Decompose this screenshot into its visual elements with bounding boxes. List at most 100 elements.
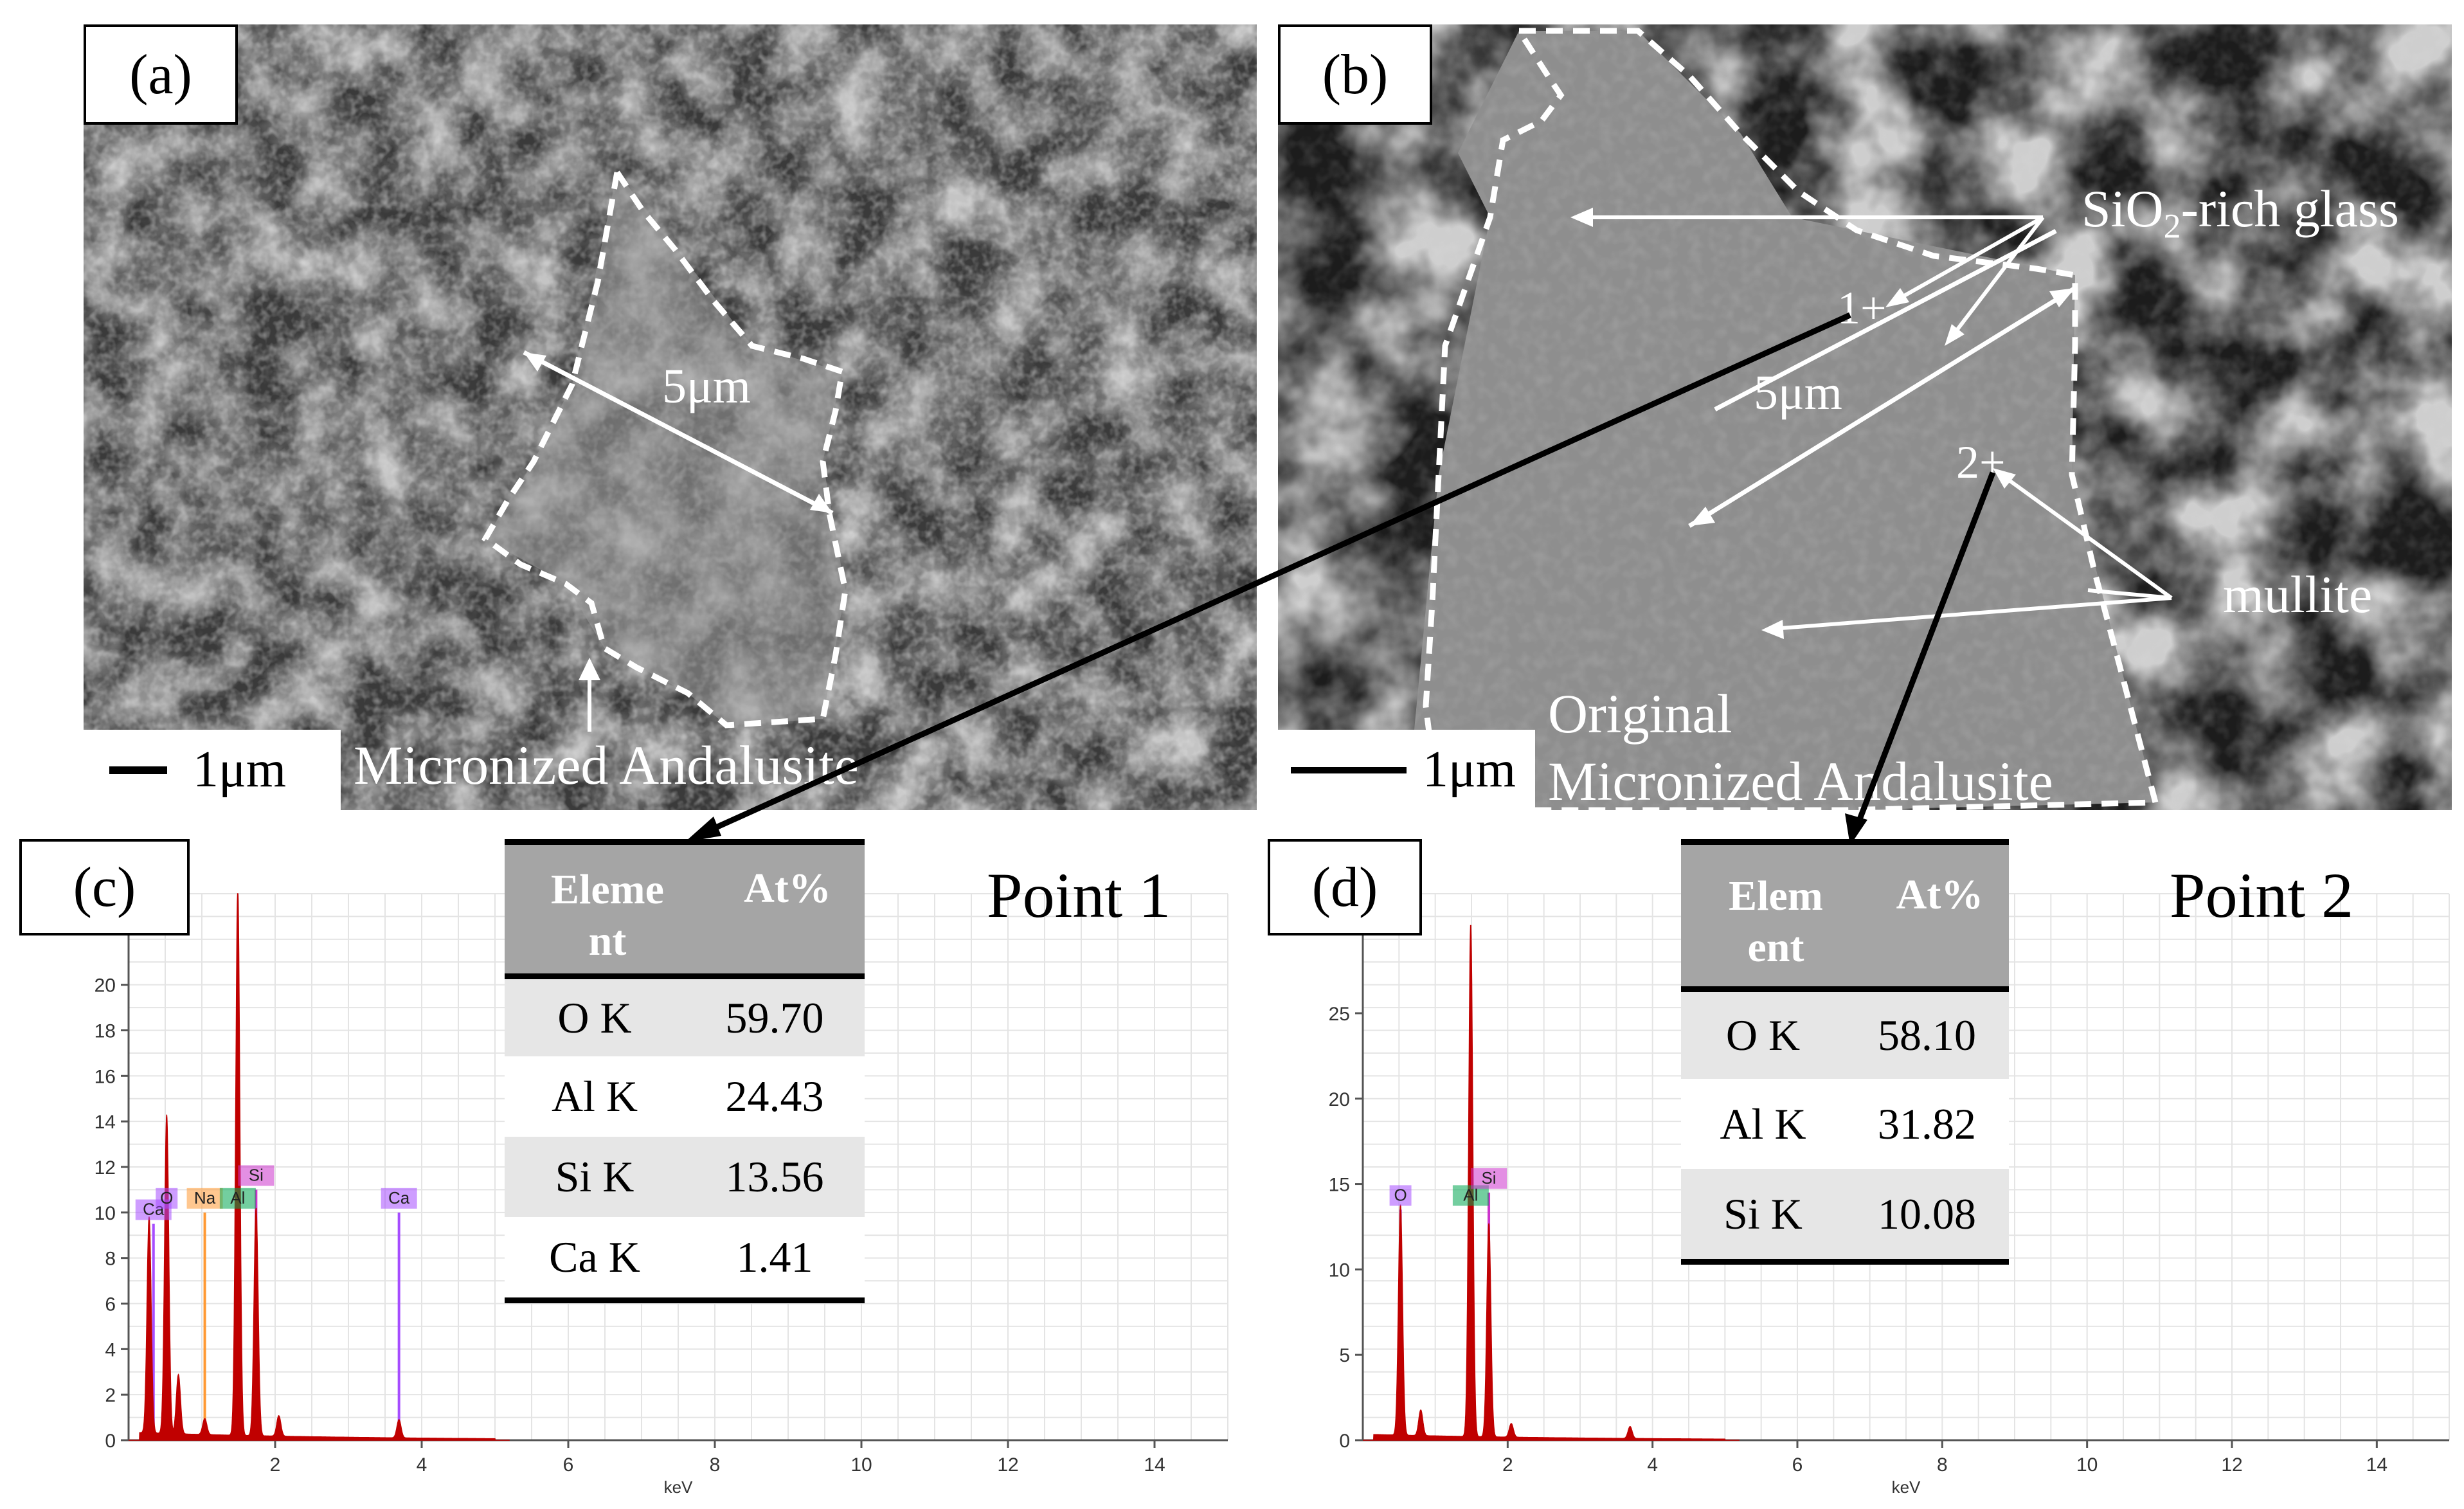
composition-table-d: Elem ent At% O K 58.10 Al K 31.82 Si K 1… bbox=[1681, 839, 2009, 1265]
eds-spectrum-c: 024681012141618202468101214cps/eVkeVCaON… bbox=[94, 866, 1228, 1497]
table-cell: 1.41 bbox=[736, 1233, 813, 1281]
grain-outline-b bbox=[1423, 28, 2173, 810]
element-marker-label: Si bbox=[1481, 1168, 1496, 1188]
sem-image-a: 5μm bbox=[84, 24, 1257, 810]
scale-bar-a: 1μm bbox=[84, 730, 341, 810]
element-marker-label: Al bbox=[230, 1188, 245, 1207]
element-marker-box bbox=[381, 1188, 417, 1209]
grain-outline-a bbox=[481, 170, 849, 732]
measure-label-a: 5μm bbox=[662, 359, 751, 413]
sem-image-a-graphic bbox=[84, 24, 1257, 810]
table-cell: Si K bbox=[555, 1152, 634, 1201]
table-header-d: Elem ent At% bbox=[1681, 845, 2009, 986]
element-marker-label: O bbox=[160, 1188, 173, 1207]
scale-bar-line-b bbox=[1291, 766, 1407, 773]
caption-a: Micronized Andalusite bbox=[354, 734, 859, 796]
table-cell: 24.43 bbox=[725, 1072, 824, 1121]
point-title-c: Point 1 bbox=[987, 860, 1171, 931]
x-tick-label: 10 bbox=[2076, 1454, 2098, 1476]
panel-label-b: (b) bbox=[1278, 24, 1432, 125]
spectrum-series bbox=[129, 893, 510, 1441]
table-row: Al K 24.43 bbox=[505, 1056, 865, 1137]
table-cell: 59.70 bbox=[725, 993, 824, 1042]
x-tick-label: 4 bbox=[1647, 1454, 1658, 1476]
table-row: Si K 10.08 bbox=[1681, 1169, 2009, 1259]
panel-label-a: (a) bbox=[84, 24, 238, 125]
panel-label-c: (c) bbox=[19, 839, 190, 935]
annotation-sio2-glass: SiO2-rich glass bbox=[2082, 179, 2399, 246]
table-row: Si K 13.56 bbox=[505, 1137, 865, 1217]
table-cell: 13.56 bbox=[725, 1152, 824, 1201]
measure-label-b: 5μm bbox=[1754, 366, 1842, 420]
table-header-atpct-c: At% bbox=[744, 865, 831, 912]
y-tick-label: 6 bbox=[105, 1294, 116, 1315]
y-tick-label: 20 bbox=[1329, 1089, 1350, 1110]
scale-bar-b: 1μm bbox=[1278, 730, 1535, 810]
x-tick-label: 4 bbox=[417, 1454, 427, 1476]
table-cell: 58.10 bbox=[1878, 1011, 1976, 1060]
element-marker-box bbox=[1471, 1168, 1507, 1189]
table-rule-bottom-d bbox=[1681, 1259, 2009, 1265]
sem-image-b: 5μm 1+ 2+ SiO2-rich glass mullite bbox=[1278, 24, 2452, 810]
spectrum-series bbox=[1363, 925, 1740, 1441]
element-marker-box bbox=[219, 1188, 256, 1209]
annotation-mullite: mullite bbox=[2223, 565, 2373, 624]
annotation-glass-post: -rich glass bbox=[2181, 179, 2399, 238]
y-tick-label: 5 bbox=[1339, 1345, 1350, 1366]
y-tick-label: 18 bbox=[94, 1021, 116, 1042]
y-tick-label: 20 bbox=[94, 975, 116, 997]
scale-bar-text-a: 1μm bbox=[193, 741, 287, 798]
x-axis-label: keV bbox=[1892, 1477, 1921, 1497]
table-cell: 31.82 bbox=[1878, 1099, 1976, 1148]
y-tick-label: 4 bbox=[105, 1339, 116, 1360]
y-tick-label: 8 bbox=[105, 1249, 116, 1270]
element-marker-label: Al bbox=[1463, 1185, 1478, 1204]
caption-b-line1: Original bbox=[1548, 683, 1732, 745]
table-cell: Al K bbox=[551, 1072, 638, 1121]
point-title-d: Point 2 bbox=[2170, 860, 2354, 931]
y-tick-label: 15 bbox=[1329, 1175, 1350, 1196]
element-marker-label: O bbox=[1394, 1185, 1407, 1204]
annotation-glass-pre: SiO bbox=[2082, 179, 2164, 238]
element-marker-box bbox=[186, 1188, 223, 1209]
x-tick-label: 2 bbox=[1502, 1454, 1513, 1476]
table-rule-top-d bbox=[1681, 839, 2009, 845]
x-tick-label: 8 bbox=[710, 1454, 721, 1476]
y-tick-label: 0 bbox=[1339, 1431, 1350, 1452]
element-marker-box bbox=[238, 1165, 274, 1186]
table-cell: O K bbox=[1725, 1011, 1801, 1060]
table-rule-top-c bbox=[505, 839, 865, 845]
table-rule-bottom-c bbox=[505, 1297, 865, 1303]
scale-bar-text-b: 1μm bbox=[1423, 741, 1516, 798]
point-marker-2: 2+ bbox=[1956, 437, 2006, 488]
x-axis-label: keV bbox=[664, 1477, 693, 1497]
y-tick-label: 25 bbox=[1329, 1004, 1350, 1025]
caption-b-line2: Micronized Andalusite bbox=[1548, 750, 2053, 812]
table-header-element-c: Eleme nt bbox=[551, 866, 664, 964]
table-cell: O K bbox=[557, 993, 632, 1042]
table-header-atpct-d: At% bbox=[1896, 871, 1984, 918]
x-tick-label: 10 bbox=[850, 1454, 872, 1476]
y-tick-label: 14 bbox=[94, 1112, 116, 1133]
table-rule-mid-c bbox=[505, 973, 865, 979]
table-cell: Si K bbox=[1723, 1189, 1803, 1238]
y-tick-label: 2 bbox=[105, 1385, 116, 1406]
x-tick-label: 14 bbox=[2366, 1454, 2388, 1476]
table-row: O K 58.10 bbox=[1681, 992, 2009, 1079]
y-tick-label: 12 bbox=[94, 1157, 116, 1179]
table-row: Ca K 1.41 bbox=[505, 1217, 865, 1297]
x-tick-label: 8 bbox=[1937, 1454, 1948, 1476]
table-rule-mid-d bbox=[1681, 986, 2009, 992]
y-tick-label: 10 bbox=[94, 1203, 116, 1224]
table-cell: 10.08 bbox=[1878, 1189, 1976, 1238]
element-marker-label: Si bbox=[249, 1165, 264, 1184]
element-marker-label: Na bbox=[194, 1188, 216, 1207]
x-tick-label: 12 bbox=[2221, 1454, 2242, 1476]
composition-table-c: Eleme nt At% O K 59.70 Al K 24.43 Si K 1… bbox=[505, 839, 865, 1303]
table-cell: Al K bbox=[1720, 1099, 1806, 1148]
y-tick-label: 10 bbox=[1329, 1260, 1350, 1281]
panel-label-d: (d) bbox=[1268, 839, 1422, 935]
element-marker-label: Ca bbox=[388, 1188, 410, 1207]
x-tick-label: 6 bbox=[1792, 1454, 1803, 1476]
